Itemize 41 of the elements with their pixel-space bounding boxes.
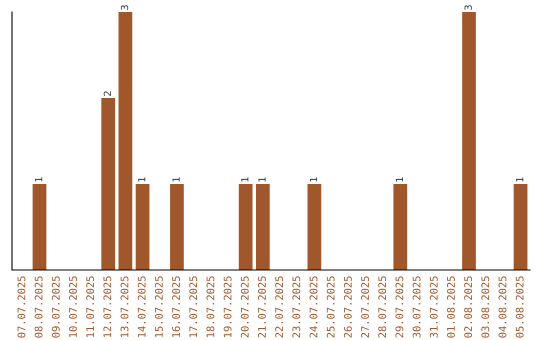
x-tick-label: 04.08.2025: [498, 276, 506, 338]
x-tick-label: 10.07.2025: [69, 276, 77, 338]
x-tick-label: 19.07.2025: [224, 276, 232, 338]
data-label: 1: [258, 177, 266, 182]
x-tick-label: 27.07.2025: [361, 276, 369, 338]
data-label: 1: [35, 177, 42, 182]
x-tick-label: 23.07.2025: [292, 276, 300, 338]
data-label: 1: [396, 177, 403, 182]
x-tick-label: 17.07.2025: [189, 276, 198, 338]
x-tick-label: 12.07.2025: [103, 276, 112, 338]
data-label: 1: [310, 177, 318, 182]
x-tick-label: 15.07.2025: [154, 276, 163, 338]
data-label: 3: [120, 5, 128, 10]
data-label: 3: [464, 5, 472, 10]
x-tick-label: 28.07.2025: [378, 276, 386, 338]
x-tick-label: 21.07.2025: [258, 276, 266, 338]
x-tick-label: 25.07.2025: [326, 276, 335, 338]
x-tick-label: 11.07.2025: [86, 276, 94, 338]
x-tick-label: 20.07.2025: [240, 276, 249, 338]
x-tick-label: 08.07.2025: [34, 276, 43, 338]
x-tick-label: 02.08.2025: [464, 276, 472, 338]
x-tick-label: 30.07.2025: [412, 276, 421, 338]
data-label: 1: [516, 177, 524, 182]
x-tick-label: 22.07.2025: [275, 276, 284, 338]
x-tick-label: 03.08.2025: [481, 276, 490, 338]
data-label: 1: [172, 177, 180, 182]
x-tick-label: 26.07.2025: [344, 276, 352, 338]
x-tick-label: 16.07.2025: [172, 276, 180, 338]
data-label: 1: [241, 177, 248, 182]
x-tick-label: 29.07.2025: [395, 276, 404, 338]
x-tick-label: 18.07.2025: [206, 276, 214, 338]
x-tick-label: 07.07.2025: [17, 276, 26, 338]
data-label: 1: [138, 177, 146, 182]
x-tick-label: 01.08.2025: [447, 276, 455, 338]
x-tick-label: 05.08.2025: [516, 276, 524, 338]
x-tick-label: 14.07.2025: [138, 276, 146, 338]
x-tick-label: 13.07.2025: [120, 276, 128, 338]
x-tick-label: 24.07.2025: [310, 276, 318, 338]
data-label: 2: [104, 91, 111, 96]
x-tick-label: 09.07.2025: [52, 276, 60, 338]
x-tick-label: 31.07.2025: [430, 276, 438, 338]
